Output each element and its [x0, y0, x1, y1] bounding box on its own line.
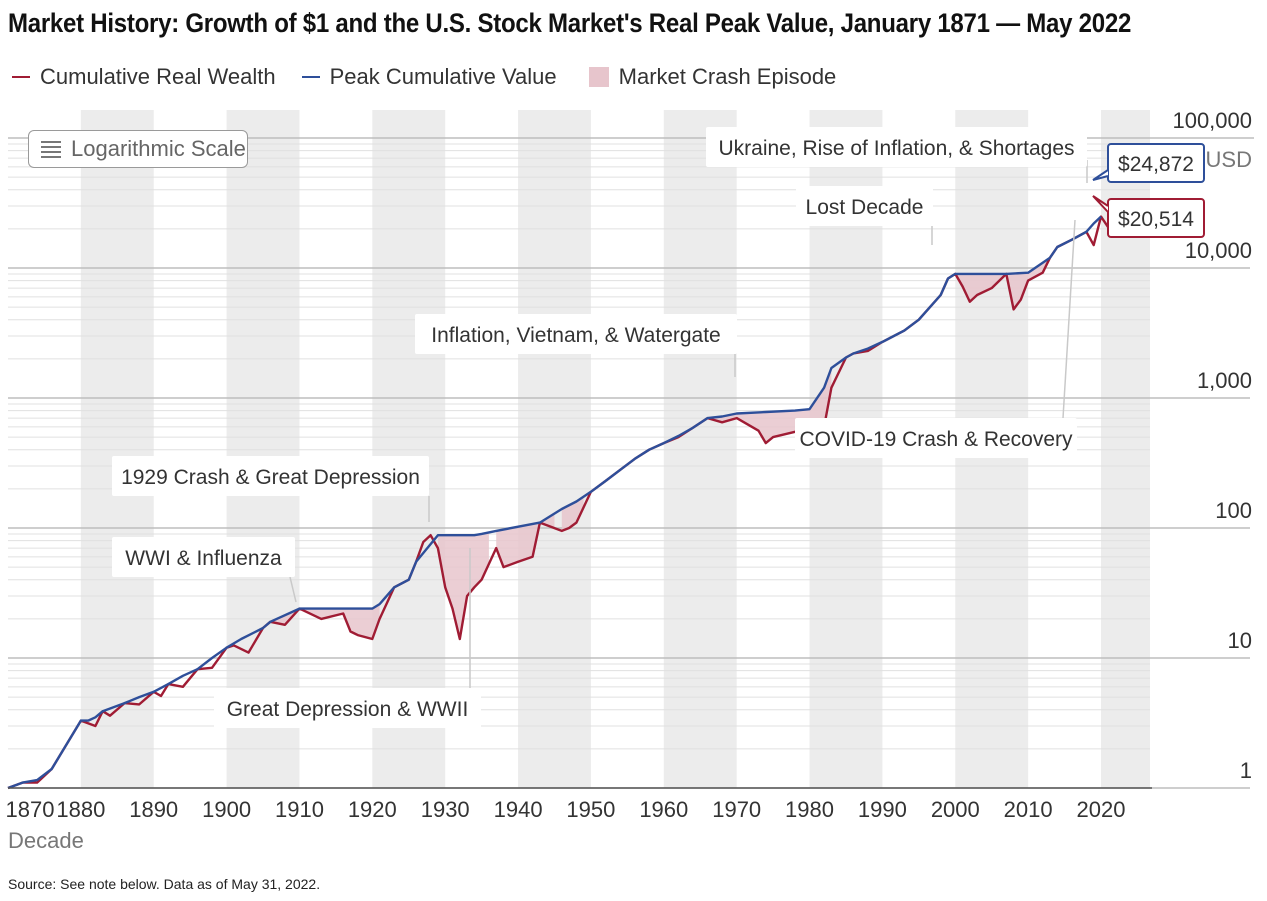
- x-tick-label: 2010: [1004, 797, 1053, 822]
- x-tick-label: 1900: [202, 797, 251, 822]
- x-tick-label: 1950: [566, 797, 615, 822]
- annotation-box: [796, 186, 933, 226]
- annotation-label: WWI & Influenza: [125, 547, 282, 570]
- chart-title: Market History: Growth of $1 and the U.S…: [8, 8, 1267, 39]
- annotations: WWI & Influenza 1929 Crash & Great Depres…: [112, 127, 1205, 728]
- x-tick-label: 1960: [639, 797, 688, 822]
- peak-value-label: $24,872: [1118, 153, 1194, 176]
- current-value-callout: [1107, 198, 1205, 238]
- annotation-leader: [1062, 219, 1076, 419]
- x-tick-label: 2020: [1077, 797, 1126, 822]
- legend-swatch-peak: [301, 75, 320, 79]
- annotation-box: [415, 314, 737, 354]
- log-scale-toggle[interactable]: Logarithmic Scale: [28, 130, 248, 168]
- y-axis-unit: USD: [1206, 147, 1252, 172]
- annotation-box: [112, 456, 429, 496]
- annotation-label: Inflation, Vietnam, & Watergate: [431, 324, 721, 347]
- legend: Cumulative Real Wealth Peak Cumulative V…: [12, 62, 836, 92]
- annotation-label: Great Depression & WWII: [227, 698, 469, 721]
- legend-swatch-crash: [588, 67, 609, 87]
- crash-episode-area: [496, 513, 555, 568]
- annotation-label: 1929 Crash & Great Depression: [121, 466, 420, 489]
- legend-swatch-wealth: [12, 75, 30, 79]
- source-note: Source: See note below. Data as of May 3…: [8, 876, 321, 892]
- decade-band: [372, 110, 446, 788]
- x-tick-label: 1940: [494, 797, 543, 822]
- y-tick-label: 1: [1240, 758, 1252, 783]
- decade-band: [226, 110, 300, 788]
- list-icon: [41, 140, 61, 158]
- legend-item-crash[interactable]: Market Crash Episode: [583, 64, 837, 90]
- annotation-label: Lost Decade: [806, 196, 924, 219]
- decade-band: [663, 110, 737, 788]
- x-tick-label: 1870: [6, 797, 55, 822]
- x-tick-label: 1890: [129, 797, 178, 822]
- annotation-box: [795, 418, 1077, 458]
- log-scale-label: Logarithmic Scale: [71, 136, 246, 161]
- crash-episode-area: [437, 532, 489, 639]
- legend-item-peak[interactable]: Peak Cumulative Value: [301, 64, 557, 90]
- current-value-label: $20,514: [1118, 208, 1194, 231]
- decade-band: [80, 110, 154, 788]
- y-tick-label: 10: [1228, 628, 1252, 653]
- x-tick-label: 1980: [785, 797, 834, 822]
- legend-item-wealth[interactable]: Cumulative Real Wealth: [12, 64, 276, 90]
- legend-label-peak: Peak Cumulative Value: [329, 64, 557, 89]
- annotation-box: [214, 688, 481, 728]
- chart-title-text: Market History: Growth of $1 and the U.S…: [8, 8, 1132, 38]
- crash-episode-area: [955, 257, 1050, 310]
- legend-label-wealth: Cumulative Real Wealth: [40, 64, 276, 89]
- peak-callout-pointer: [1092, 169, 1109, 181]
- annotation-box: [112, 537, 295, 577]
- y-tick-label: 100,000: [1172, 108, 1252, 133]
- annotation-box: [706, 127, 1087, 167]
- decade-band: [518, 110, 591, 788]
- x-tick-label: 2000: [931, 797, 980, 822]
- crash-episode-area: [270, 604, 380, 639]
- crash-episode-area: [561, 496, 584, 531]
- x-tick-label: 1930: [421, 797, 470, 822]
- y-tick-label: 100: [1215, 498, 1252, 523]
- x-tick-label: 1970: [712, 797, 761, 822]
- x-tick-label: 1910: [275, 797, 324, 822]
- y-tick-label: 1,000: [1197, 368, 1252, 393]
- x-tick-label: 1990: [858, 797, 907, 822]
- peak-value-callout: [1107, 143, 1205, 183]
- legend-label-crash: Market Crash Episode: [618, 64, 837, 89]
- annotation-label: COVID-19 Crash & Recovery: [799, 428, 1073, 451]
- series-line-peak: [7, 215, 1102, 790]
- annotation-label: Ukraine, Rise of Inflation, & Shortages: [718, 137, 1074, 160]
- axes: 1870 1880 1890 1900 1910 1920 1930 1940 1950 1960…: [6, 108, 1252, 822]
- x-tick-label: 1920: [348, 797, 397, 822]
- current-callout-pointer: [1092, 195, 1109, 213]
- y-tick-label: 10,000: [1185, 238, 1252, 263]
- series-line-wealth: [7, 215, 1110, 790]
- x-tick-label: 1880: [56, 797, 105, 822]
- series-lines: [7, 215, 1110, 790]
- x-axis-title: Decade: [8, 828, 84, 853]
- annotation-leader: [289, 576, 297, 603]
